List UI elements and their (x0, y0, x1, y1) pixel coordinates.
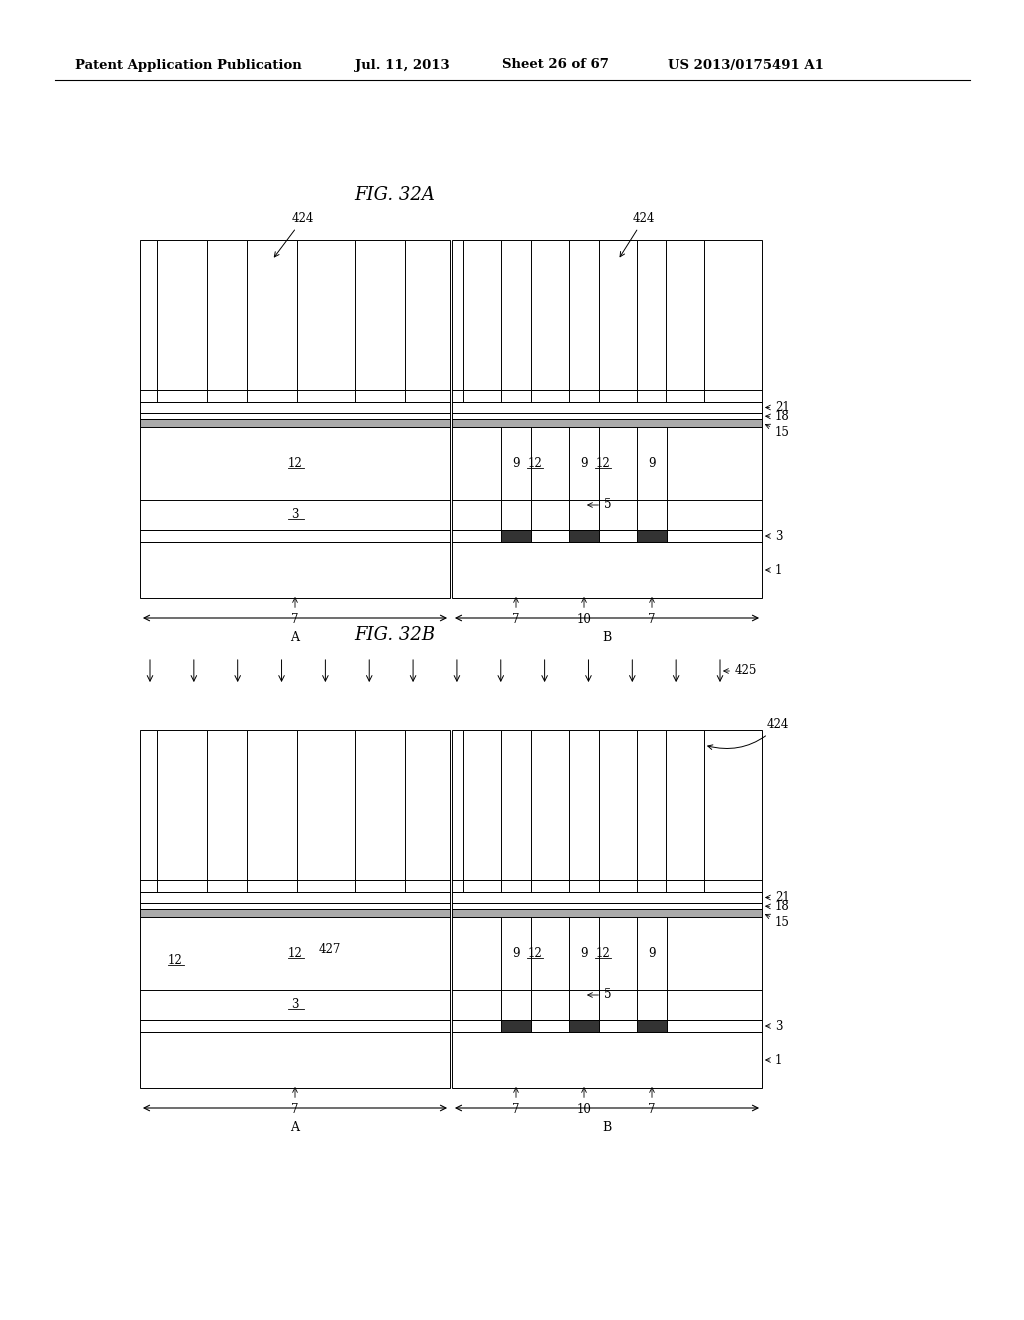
Text: 9: 9 (648, 457, 655, 470)
Bar (637, 1020, 667, 1032)
Bar (666, 880, 705, 892)
Bar (247, 880, 297, 892)
Text: 7: 7 (291, 1088, 299, 1115)
Bar (531, 730, 569, 880)
Text: 9: 9 (581, 946, 588, 960)
Text: 7: 7 (512, 598, 520, 626)
Bar (157, 730, 207, 880)
Text: 3: 3 (291, 508, 299, 521)
Bar (501, 531, 531, 543)
Text: 9: 9 (512, 946, 520, 960)
Text: 12: 12 (288, 457, 302, 470)
Text: 18: 18 (766, 900, 790, 913)
Bar (355, 389, 406, 403)
Text: 7: 7 (291, 598, 299, 626)
Text: Sheet 26 of 67: Sheet 26 of 67 (502, 58, 609, 71)
Text: 424: 424 (621, 213, 655, 256)
Bar (452, 418, 762, 426)
Text: 18: 18 (766, 411, 790, 424)
Bar (452, 909, 762, 917)
Text: 427: 427 (318, 944, 341, 957)
Bar (463, 730, 501, 880)
Text: 12: 12 (527, 946, 543, 960)
Bar (531, 880, 569, 892)
Text: US 2013/0175491 A1: US 2013/0175491 A1 (668, 58, 824, 71)
Text: 9: 9 (581, 457, 588, 470)
Text: FIG. 32A: FIG. 32A (354, 186, 435, 205)
Bar (531, 389, 569, 403)
Bar (355, 880, 406, 892)
Text: 15: 15 (765, 915, 790, 928)
Text: 5: 5 (588, 989, 611, 1002)
Text: Jul. 11, 2013: Jul. 11, 2013 (355, 58, 450, 71)
Text: 425: 425 (724, 664, 758, 677)
Text: 12: 12 (596, 946, 610, 960)
Text: B: B (602, 1121, 611, 1134)
Text: 5: 5 (588, 499, 611, 511)
Bar (157, 389, 207, 403)
Bar (247, 389, 297, 403)
Text: FIG. 32B: FIG. 32B (354, 626, 435, 644)
Text: 9: 9 (512, 457, 520, 470)
Text: 10: 10 (577, 1088, 592, 1115)
Text: 7: 7 (512, 1088, 520, 1115)
Bar (569, 1020, 599, 1032)
Text: 9: 9 (648, 946, 655, 960)
Bar (666, 240, 705, 389)
Text: 12: 12 (288, 946, 302, 960)
Text: 3: 3 (766, 1019, 782, 1032)
Text: 424: 424 (708, 718, 790, 750)
Bar (463, 389, 501, 403)
Bar (599, 730, 637, 880)
Bar (666, 389, 705, 403)
Text: 12: 12 (596, 457, 610, 470)
Bar (599, 389, 637, 403)
Text: 15: 15 (765, 424, 790, 438)
Text: 12: 12 (527, 457, 543, 470)
Bar (531, 240, 569, 389)
Text: 3: 3 (291, 998, 299, 1011)
Text: A: A (291, 631, 299, 644)
Bar (157, 240, 207, 389)
Bar (140, 240, 450, 598)
Text: 3: 3 (766, 529, 782, 543)
Bar (355, 240, 406, 389)
Bar (452, 730, 762, 1088)
Bar (463, 880, 501, 892)
Bar (463, 240, 501, 389)
Text: 10: 10 (577, 598, 592, 626)
Bar (452, 240, 762, 598)
Bar (140, 909, 450, 917)
Text: 1: 1 (766, 564, 782, 577)
Text: Patent Application Publication: Patent Application Publication (75, 58, 302, 71)
Text: 7: 7 (648, 598, 655, 626)
Bar (355, 730, 406, 880)
Bar (599, 880, 637, 892)
Bar (666, 730, 705, 880)
Text: A: A (291, 1121, 299, 1134)
Bar (140, 730, 450, 1088)
Bar (569, 531, 599, 543)
Text: B: B (602, 631, 611, 644)
Bar (247, 240, 297, 389)
Text: 21: 21 (766, 891, 790, 904)
Bar (247, 730, 297, 880)
Bar (599, 240, 637, 389)
Bar (157, 880, 207, 892)
Bar (637, 531, 667, 543)
Text: 7: 7 (648, 1088, 655, 1115)
Bar (140, 418, 450, 426)
Bar (501, 1020, 531, 1032)
Text: 424: 424 (274, 213, 314, 257)
Text: 12: 12 (168, 954, 182, 968)
Text: 1: 1 (766, 1053, 782, 1067)
Text: 21: 21 (766, 401, 790, 414)
